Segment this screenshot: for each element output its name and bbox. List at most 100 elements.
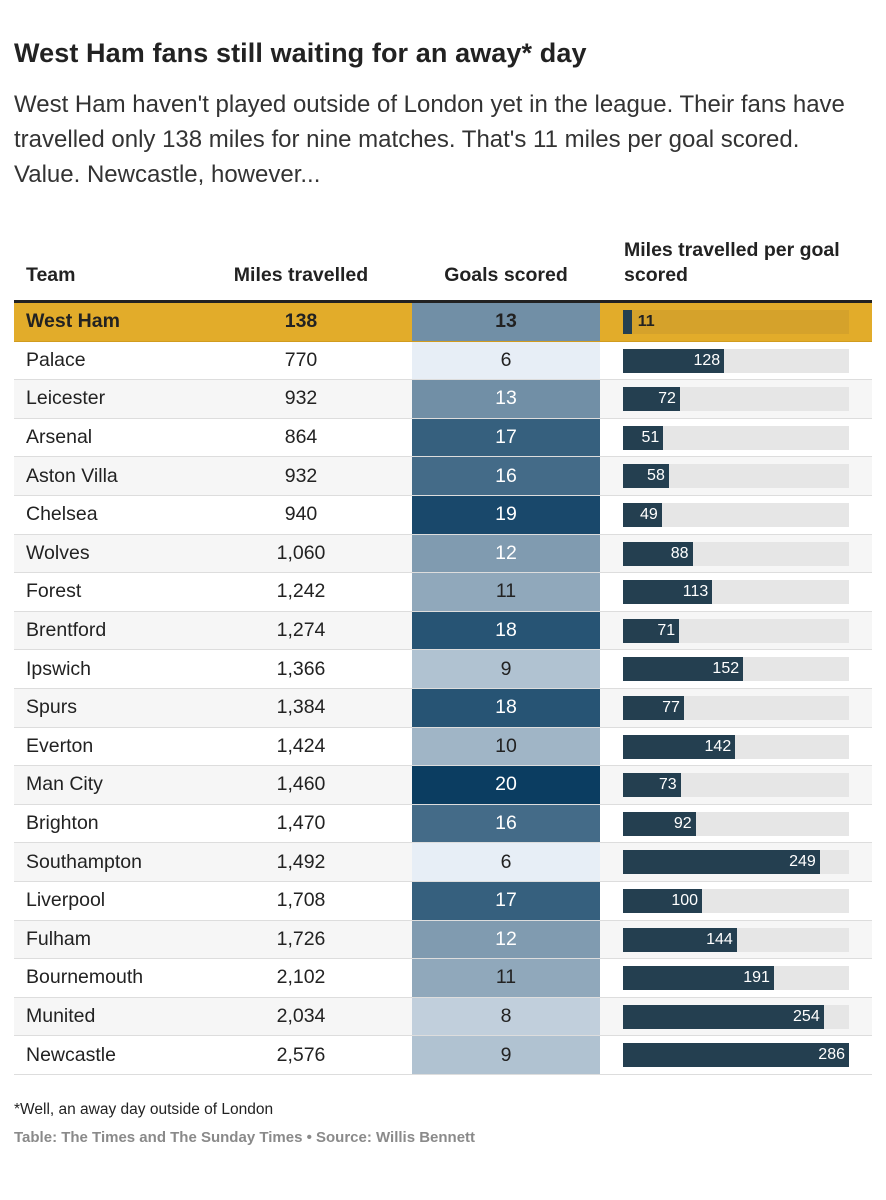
miles-per-goal-bar-cell: 144 — [623, 921, 849, 959]
miles-per-goal-bar-cell: 254 — [623, 998, 849, 1036]
miles-per-goal-bar — [623, 811, 696, 836]
bar-track — [623, 310, 849, 334]
miles-travelled: 932 — [284, 387, 318, 410]
miles-per-goal-label: 73 — [658, 776, 677, 794]
miles-travelled: 1,424 — [276, 734, 326, 757]
goals-scored-cell: 8 — [412, 997, 600, 1036]
miles-travelled: 940 — [284, 503, 318, 526]
table-row: Forest 1,242 11 113 — [14, 573, 872, 612]
goals-scored-cell: 17 — [412, 881, 600, 920]
miles-per-goal-label: 11 — [637, 313, 655, 330]
miles-travelled: 1,492 — [276, 850, 326, 873]
miles-per-goal-bar-cell: 92 — [623, 805, 849, 843]
miles-per-goal-label: 58 — [647, 467, 665, 485]
team-name: Ipswich — [26, 657, 92, 680]
miles-per-goal-bar-cell: 77 — [623, 689, 849, 727]
miles-travelled: 932 — [284, 464, 318, 487]
miles-per-goal-label: 142 — [704, 737, 732, 755]
table-row: Brighton 1,470 16 92 — [14, 804, 872, 844]
team-name: Forest — [26, 580, 82, 603]
goals-scored-cell: 16 — [412, 804, 600, 843]
miles-travelled: 1,274 — [276, 619, 326, 642]
column-header-team: Team — [26, 264, 76, 286]
goals-scored-cell: 17 — [412, 418, 600, 457]
miles-per-goal-bar — [623, 425, 664, 450]
team-name: Palace — [26, 348, 86, 371]
chart-subtitle: West Ham haven't played outside of Londo… — [14, 91, 845, 188]
table-row: Arsenal 864 17 51 — [14, 418, 872, 458]
team-name: Chelsea — [26, 503, 98, 526]
goals-scored-cell: 11 — [412, 959, 600, 997]
miles-per-goal-bar — [623, 1004, 824, 1029]
table-row: Spurs 1,384 18 77 — [14, 688, 872, 728]
table-row: Man City 1,460 20 73 — [14, 766, 872, 805]
column-header-goals: Goals scored — [444, 264, 568, 286]
table-row: Liverpool 1,708 17 100 — [14, 881, 872, 921]
miles-travelled: 1,708 — [276, 889, 326, 912]
miles-per-goal-label: 92 — [673, 814, 692, 832]
miles-travelled: 1,242 — [276, 580, 326, 603]
table-header: Team Miles travelled Goals scored Miles … — [14, 232, 872, 300]
table-row: Leicester 932 13 72 — [14, 380, 872, 419]
miles-travelled: 1,460 — [276, 773, 326, 796]
miles-per-goal-bar — [623, 734, 736, 759]
team-name: Spurs — [26, 696, 77, 719]
miles-per-goal-label: 286 — [818, 1046, 845, 1064]
table-row: Bournemouth 2,102 11 191 — [14, 959, 872, 998]
miles-per-goal-bar — [623, 348, 725, 373]
miles-per-goal-bar-cell: 113 — [623, 573, 849, 611]
goals-scored-cell: 18 — [412, 611, 600, 650]
miles-per-goal-bar-cell: 100 — [623, 882, 849, 920]
miles-per-goal-bar — [623, 464, 669, 489]
table-row: West Ham 138 13 11 — [14, 303, 872, 342]
miles-per-goal-bar-cell: 191 — [623, 959, 849, 997]
table-row: Palace 770 6 128 — [14, 341, 872, 381]
goals-scored-cell: 9 — [412, 1036, 600, 1074]
miles-per-goal-bar — [623, 966, 774, 991]
table-row: Everton 1,424 10 142 — [14, 727, 872, 767]
table-row: Wolves 1,060 12 88 — [14, 534, 872, 574]
table-row: Southampton 1,492 6 249 — [14, 843, 872, 882]
miles-per-goal-bar-cell: 286 — [623, 1036, 849, 1074]
table-row: Aston Villa 932 16 58 — [14, 457, 872, 496]
miles-per-goal-bar-cell: 73 — [623, 766, 849, 804]
goals-scored-cell: 11 — [412, 573, 600, 611]
goals-scored-cell: 10 — [412, 727, 600, 766]
team-name: Leicester — [26, 387, 106, 410]
miles-per-goal-bar — [623, 695, 684, 720]
goals-scored-cell: 18 — [412, 688, 600, 727]
miles-travelled: 1,726 — [276, 927, 326, 950]
miles-per-goal-bar — [623, 618, 680, 643]
goals-scored-cell: 12 — [412, 920, 600, 959]
goals-scored-cell: 12 — [412, 534, 600, 573]
team-name: Newcastle — [26, 1043, 116, 1066]
miles-per-goal-bar — [623, 541, 693, 566]
miles-per-goal-label: 49 — [639, 505, 658, 523]
miles-per-goal-bar — [623, 387, 680, 412]
team-name: Arsenal — [26, 426, 93, 449]
team-name: Brentford — [26, 619, 107, 642]
goals-scored-cell: 13 — [412, 303, 600, 341]
miles-per-goal-bar — [623, 310, 632, 334]
miles-travelled: 2,102 — [276, 966, 326, 989]
miles-per-goal-label: 144 — [706, 930, 733, 948]
miles-per-goal-bar — [623, 888, 703, 913]
miles-per-goal-bar — [623, 850, 820, 875]
miles-per-goal-label: 88 — [670, 544, 689, 562]
miles-travelled: 1,060 — [276, 541, 326, 564]
team-name: Bournemouth — [26, 966, 144, 989]
miles-per-goal-bar-cell: 71 — [623, 612, 849, 650]
header-divider — [14, 300, 872, 303]
miles-travelled: 770 — [284, 348, 318, 371]
source-credit: Table: The Times and The Sunday Times • … — [14, 1129, 476, 1146]
team-name: Everton — [26, 734, 94, 757]
column-header-miles: Miles travelled — [233, 264, 369, 286]
miles-per-goal-bar-cell: 58 — [623, 457, 849, 495]
miles-per-goal-bar-cell: 152 — [623, 650, 849, 688]
goals-scored-cell: 20 — [412, 766, 600, 804]
miles-per-goal-label: 77 — [662, 698, 680, 716]
miles-travelled: 1,366 — [276, 657, 326, 680]
miles-per-goal-label: 152 — [712, 660, 740, 678]
miles-per-goal-bar-cell: 88 — [623, 535, 849, 573]
miles-per-goal-bar — [623, 502, 662, 527]
